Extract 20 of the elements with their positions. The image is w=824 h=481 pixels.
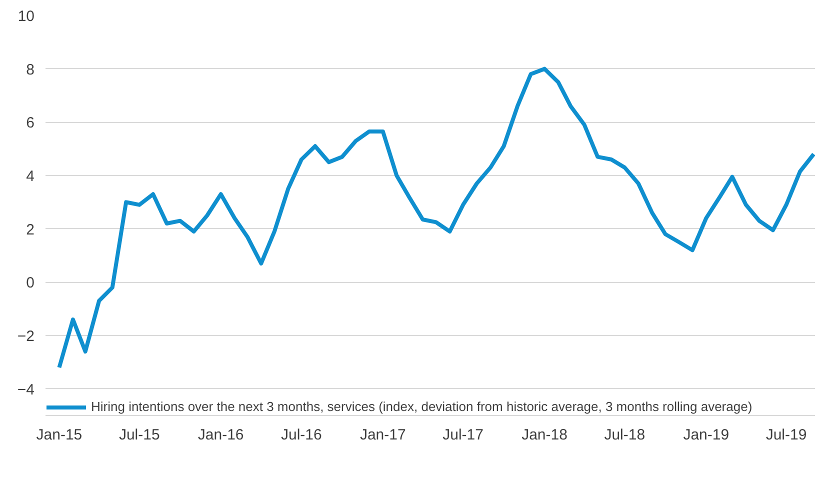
x-tick-label: Jul-17 xyxy=(442,426,484,444)
y-tick-label: 4 xyxy=(26,168,34,185)
x-tick-label: Jan-19 xyxy=(683,426,730,444)
y-tick-label: 8 xyxy=(26,61,34,78)
x-tick-label: Jan-16 xyxy=(198,426,244,444)
x-tick-label: Jul-19 xyxy=(766,426,807,444)
x-tick-label: Jan-15 xyxy=(36,426,82,444)
y-tick-label: 2 xyxy=(26,221,34,238)
line-series xyxy=(57,66,815,370)
x-tick-label: Jul-15 xyxy=(118,426,160,444)
y-tick-label: 0 xyxy=(26,274,34,292)
x-tick-label: Jul-18 xyxy=(604,426,646,444)
y-tick-label: −4 xyxy=(17,381,35,398)
y-tick-label: −2 xyxy=(17,328,35,345)
legend-label: Hiring intentions over the next 3 months, services (index, deviation from historic average, 3 months rolling average) xyxy=(91,399,752,414)
x-tick-label: Jan-18 xyxy=(522,426,568,444)
x-tick-label: Jan-17 xyxy=(360,426,406,444)
y-tick-label: 6 xyxy=(26,114,34,132)
x-tick-label: Jul-16 xyxy=(281,426,322,444)
y-tick-label: 10 xyxy=(18,8,35,25)
